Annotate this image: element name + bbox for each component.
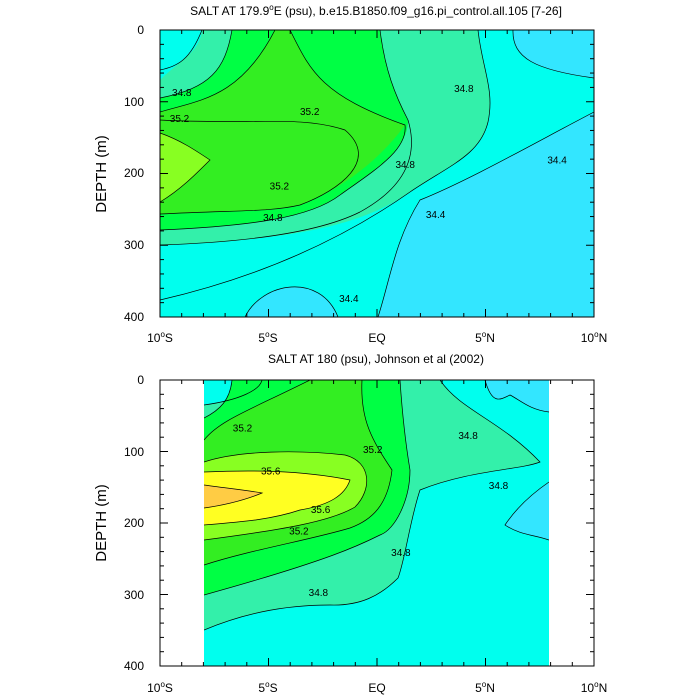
contour-line: [204, 380, 233, 419]
contour-label: 34.4: [339, 294, 359, 305]
panel-top-x-tick-labels: 10oS 5oS EQ 5oN 10oN: [147, 330, 607, 345]
contour-line: [204, 470, 351, 526]
contour-line: [204, 380, 411, 596]
contour-label: 34.8: [489, 481, 509, 492]
y-tick-label: 400: [124, 659, 144, 673]
contour-line: [259, 316, 260, 317]
panel-bottom-contour-labels: 35.235.635.635.235.234.834.834.834.8: [233, 424, 509, 599]
y-tick-label: 300: [124, 238, 144, 252]
contour-label: 34.8: [263, 213, 283, 224]
panel-bottom: SALT AT 180 (psu), Johnson et al (2002): [93, 352, 607, 695]
fill-level-c1: [485, 380, 549, 412]
panel-top-y-tick-labels: 0 100 200 300 400: [124, 23, 144, 324]
contour-line: [204, 380, 263, 406]
contour-label: 35.6: [311, 505, 331, 516]
y-tick-label: 400: [124, 310, 144, 324]
panel-bottom-fills: [204, 380, 549, 666]
contour-line: [484, 380, 549, 413]
contour-label: 34.8: [395, 160, 415, 171]
x-tick-label: 10oS: [147, 330, 173, 345]
contour-line: [204, 380, 393, 566]
contour-label: 34.8: [172, 88, 192, 99]
panel-top-fills: [160, 30, 594, 317]
contour-label: 34.8: [454, 84, 474, 95]
contour-label: 35.2: [233, 424, 253, 435]
contour-line: [160, 30, 406, 231]
panel-top-contours: [160, 30, 594, 317]
fill-level-c5: [160, 30, 405, 214]
x-tick-label: EQ: [368, 331, 385, 345]
contour-line: [244, 286, 339, 317]
panel-bottom-contours: [204, 380, 549, 631]
panel-bottom-y-tick-labels: 0 100 200 300 400: [124, 373, 144, 673]
contour-label: 35.2: [289, 527, 309, 538]
x-tick-label: 10oN: [581, 330, 607, 345]
contour-line: [160, 132, 211, 203]
y-tick-label: 100: [124, 95, 144, 109]
x-tick-label: EQ: [368, 681, 385, 695]
panel-bottom-x-tick-labels: 10oS 5oS EQ 5oN 10oN: [147, 680, 607, 695]
x-tick-label: 5oN: [475, 330, 495, 345]
contour-line: [377, 111, 594, 317]
panel-top-y-axis-label: DEPTH (m): [93, 135, 110, 213]
y-tick-label: 200: [124, 166, 144, 180]
x-tick-label: 5oS: [258, 330, 277, 345]
panel-top-contour-labels: 34.8 35.2 35.2 35.2 34.8 34.8 34.8 34.4 34.4 34.4: [170, 84, 568, 305]
contour-line: [160, 30, 233, 99]
x-tick-label: 5oN: [475, 680, 495, 695]
panel-bottom-title: SALT AT 180 (psu), Johnson et al (2002): [268, 352, 484, 366]
contour-label: 35.2: [363, 445, 383, 456]
contour-line: [160, 30, 203, 71]
contour-line: [160, 30, 276, 113]
contour-label: 34.8: [391, 548, 411, 559]
contour-label: 34.8: [458, 431, 478, 442]
contour-label: 35.2: [300, 107, 320, 118]
panel-top-ticks: [159, 29, 595, 318]
contour-line: [204, 451, 368, 541]
contour-line: [512, 30, 594, 79]
contour-line: [204, 484, 264, 509]
y-tick-label: 0: [137, 373, 144, 387]
contour-label: 35.2: [270, 181, 290, 192]
contour-line: [504, 481, 549, 541]
y-tick-label: 300: [124, 588, 144, 602]
fill-level-c7: [204, 470, 350, 525]
contour-line: [160, 119, 359, 215]
x-tick-label: 5oS: [258, 680, 277, 695]
contour-label: 34.4: [426, 210, 446, 221]
x-tick-label: 10oS: [147, 680, 173, 695]
fill-level-c1: [505, 482, 549, 540]
contour-label: 34.4: [547, 156, 567, 167]
panel-bottom-ticks: [159, 379, 595, 667]
contour-line: [204, 380, 311, 441]
y-tick-label: 0: [137, 23, 144, 37]
y-tick-label: 200: [124, 516, 144, 530]
fill-level-c6: [160, 133, 210, 202]
contour-line: [160, 30, 412, 246]
y-tick-label: 100: [124, 445, 144, 459]
contour-line: [160, 30, 491, 301]
panel-bottom-y-axis-label: DEPTH (m): [93, 484, 110, 562]
panel-top-title: SALT AT 179.9oE (psu), b.e15.B1850.f09_g…: [190, 3, 562, 18]
contour-label: 35.2: [170, 114, 190, 125]
x-tick-label: 10oN: [581, 680, 607, 695]
contour-label: 35.6: [261, 467, 281, 478]
contour-label: 34.8: [309, 588, 329, 599]
panel-top: SALT AT 179.9oE (psu), b.e15.B1850.f09_g…: [93, 3, 607, 345]
contour-line: [204, 380, 541, 631]
